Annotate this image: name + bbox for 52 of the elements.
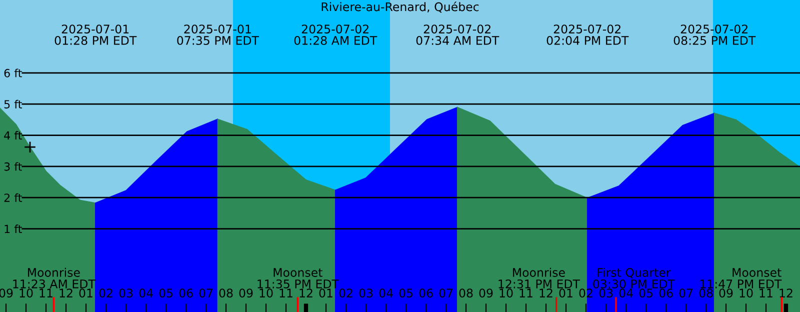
chart-title: Riviere-au-Renard, Québec — [322, 2, 479, 13]
x-tick-label: 06 — [179, 288, 193, 298]
x-tick-label: 01 — [559, 288, 572, 298]
x-tick-label: 07 — [439, 288, 452, 298]
y-tick-label: 5 ft — [4, 100, 22, 108]
x-tick-label: 09 — [479, 288, 493, 298]
x-tick-label: 08 — [459, 288, 473, 298]
x-tick-label: 12 — [780, 288, 792, 298]
x-tick-label: 01 — [79, 288, 92, 298]
y-tick-label: 4 ft — [4, 131, 22, 140]
x-tick-label: 06 — [659, 288, 673, 298]
x2-tick-label: 2025-07-02 08:25 PM EDT — [674, 24, 756, 45]
y-tick-label: 3 ft — [4, 162, 22, 171]
y-tick-label: 1 ft — [4, 224, 22, 233]
x-tick-label: 08 — [219, 288, 233, 298]
x2-tick-label: 2025-07-01 01:28 PM EDT — [54, 24, 137, 45]
x-tick-label: 03 — [359, 288, 373, 298]
x-tick-label: 11 — [40, 288, 52, 298]
ref-line-label: First Quarter 03:30 PM EDT — [593, 268, 675, 288]
x-tick-label: 10 — [500, 288, 513, 298]
x-tick-label: 03 — [599, 288, 613, 298]
x-tick-label: 09 — [239, 288, 253, 298]
x-tick-label: 05 — [399, 288, 412, 298]
x-tick-label: 07 — [199, 288, 212, 298]
x-tick-label: 10 — [740, 288, 753, 298]
ref-line-label: Moonrise 12:31 PM EDT — [498, 268, 580, 288]
x-tick-label: 07 — [679, 288, 692, 298]
x-tick-label: 04 — [379, 288, 393, 298]
x-tick-label: 12 — [540, 288, 552, 298]
x-tick-label: 04 — [139, 288, 153, 298]
y-tick-label: 2 ft — [4, 193, 22, 202]
x2-tick-label: 2025-07-02 07:34 AM EDT — [416, 24, 500, 45]
x-tick-label: 06 — [419, 288, 433, 298]
x-tick-label: 10 — [260, 288, 273, 298]
x-tick-label: 02 — [99, 288, 112, 298]
y-tick-label: 6 ft — [4, 68, 22, 78]
x-tick-label: 01 — [319, 288, 332, 298]
x-tick-label: 11 — [280, 288, 292, 298]
x-tick-label: 08 — [699, 288, 713, 298]
x2-tick-label: 2025-07-02 02:04 PM EDT — [546, 24, 629, 45]
x-tick-label: 03 — [119, 288, 133, 298]
x-tick-label: 12 — [300, 288, 312, 298]
x-tick-label: 12 — [60, 288, 72, 298]
x-tick-label: 11 — [520, 288, 532, 298]
x-tick-label: 04 — [619, 288, 633, 298]
x-tick-label: 11 — [760, 288, 772, 298]
x-tick-label: 02 — [339, 288, 352, 298]
x-tick-label: 10 — [20, 288, 33, 298]
x-tick-label: 05 — [639, 288, 652, 298]
x-tick-label: 05 — [159, 288, 172, 298]
x2-tick-label: 2025-07-02 01:28 AM EDT — [294, 24, 378, 45]
x-tick-label: 09 — [719, 288, 733, 298]
